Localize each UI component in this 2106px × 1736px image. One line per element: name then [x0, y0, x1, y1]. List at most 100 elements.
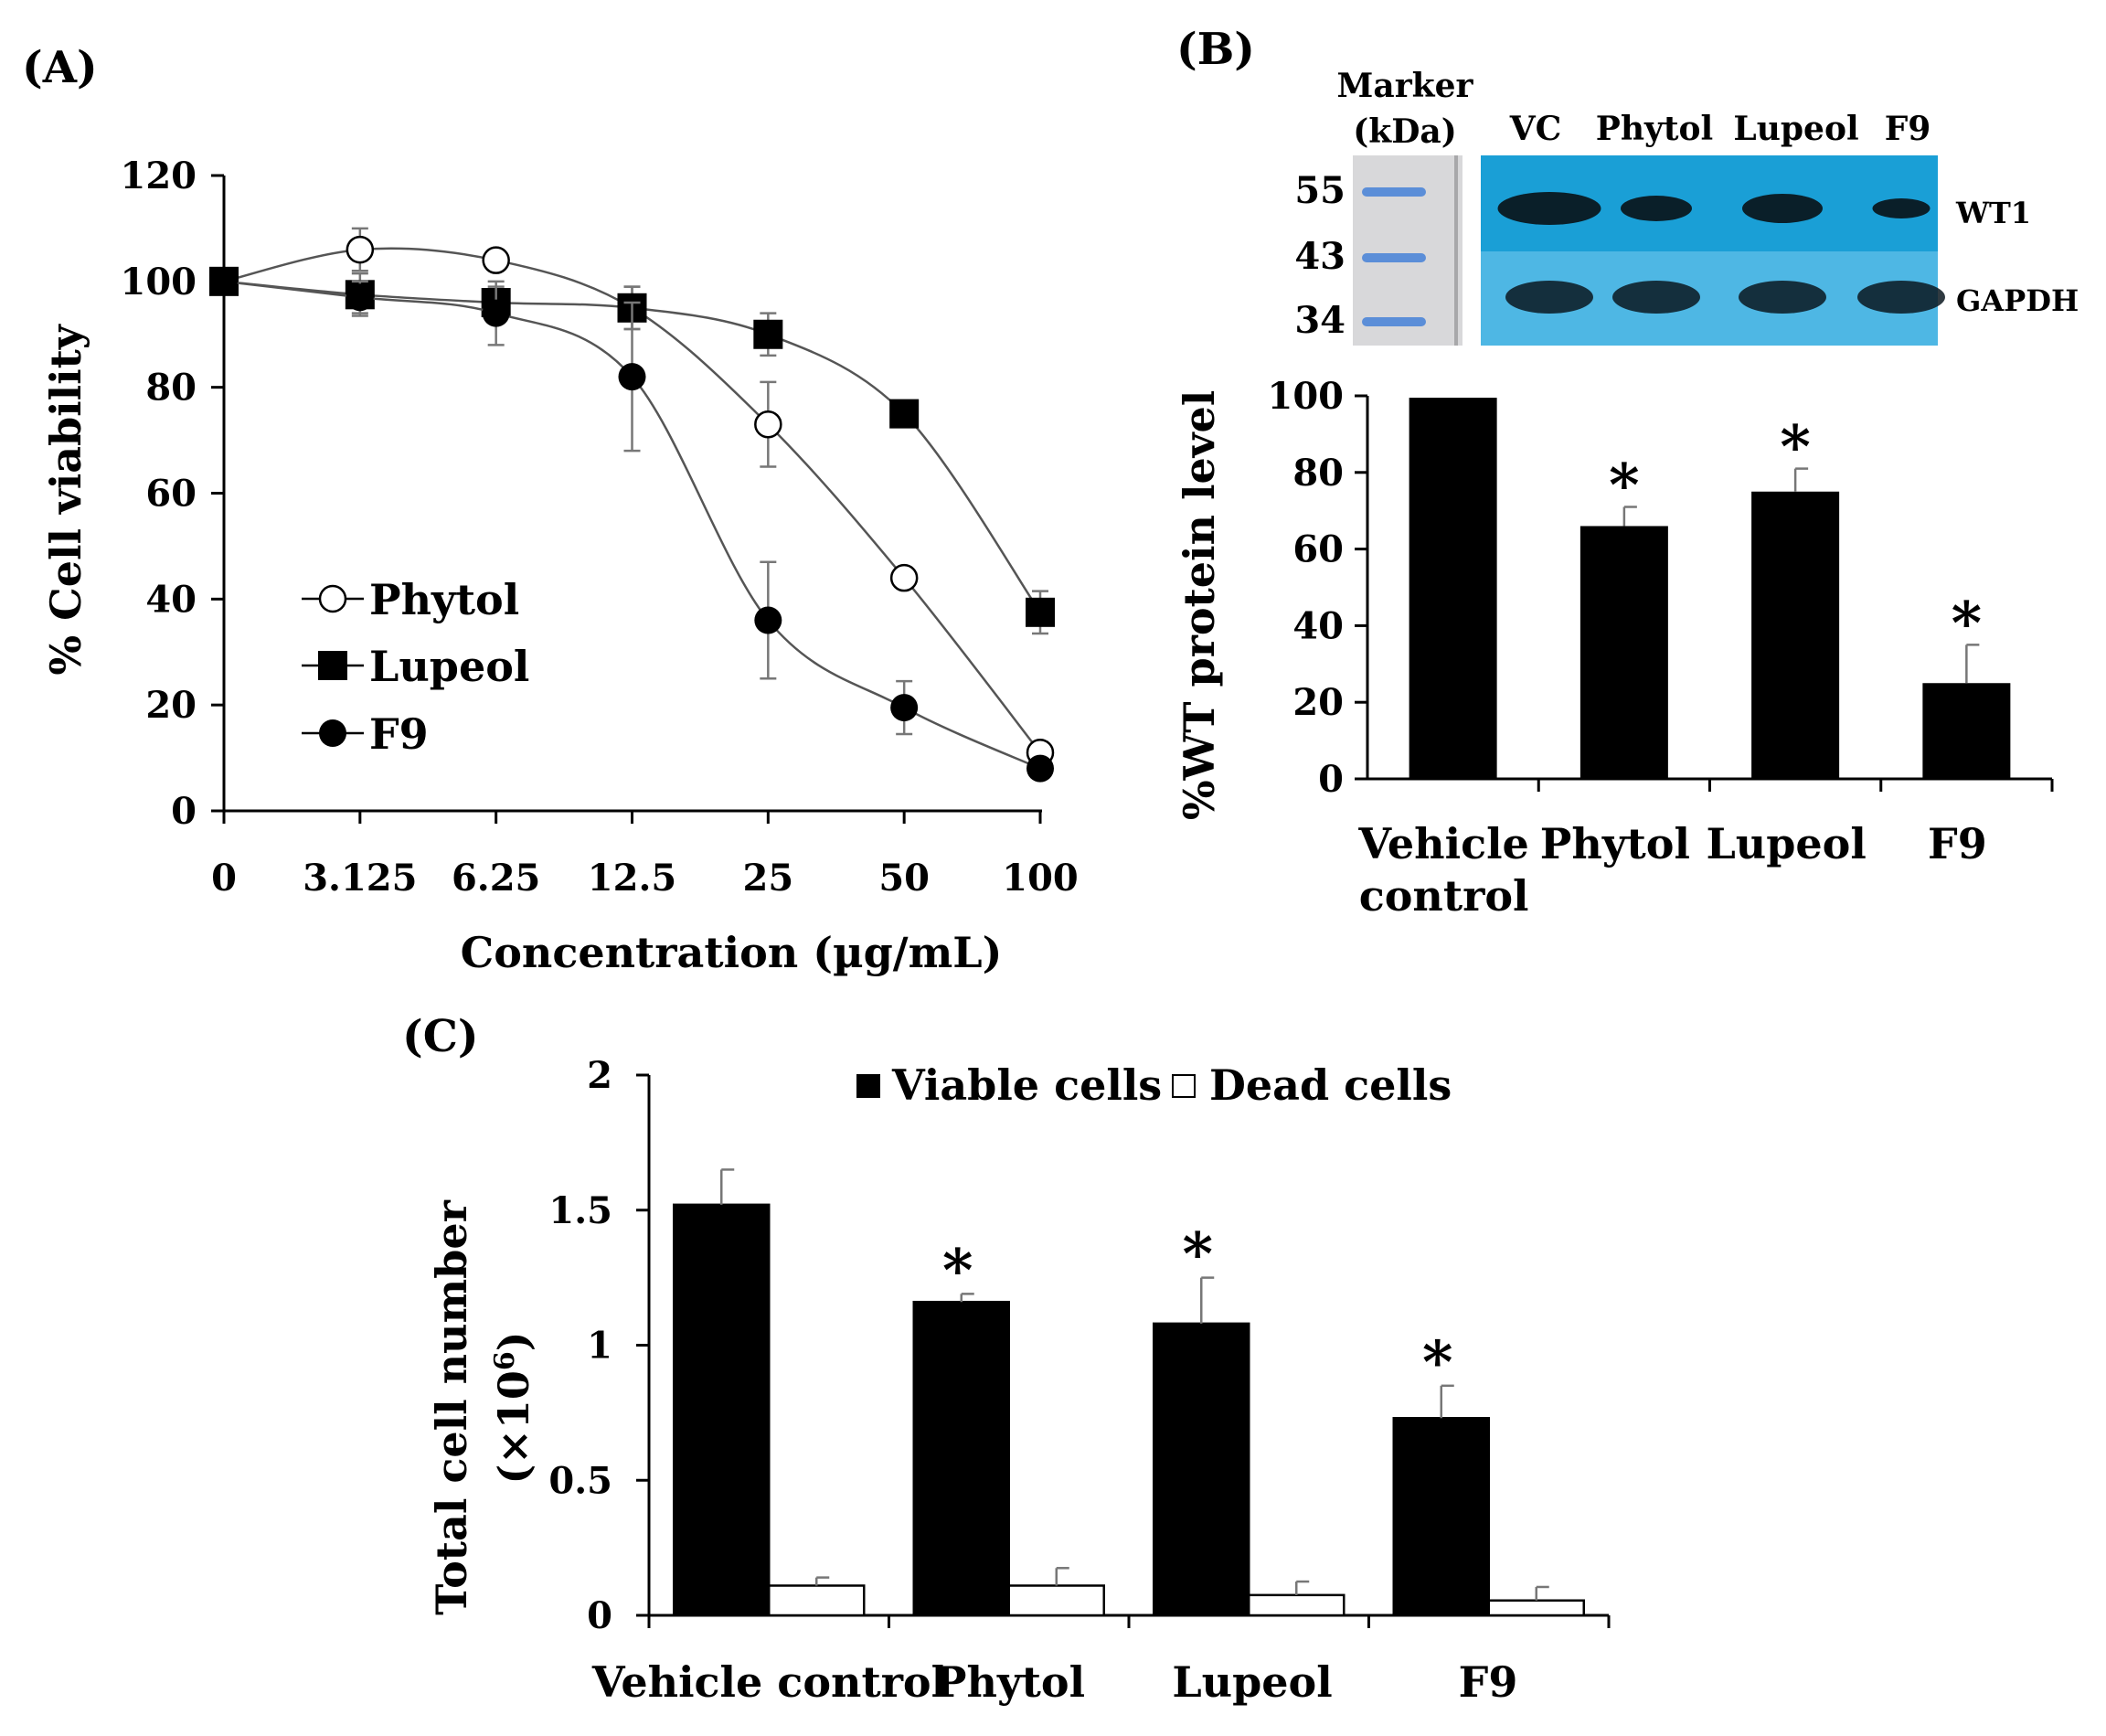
- data-point-phytol: [889, 563, 919, 592]
- bar-dead-cells: [768, 1584, 866, 1617]
- data-point-f9: [618, 363, 646, 391]
- data-point-f9: [346, 283, 374, 312]
- lane-label: Lupeol: [1733, 110, 1858, 148]
- significance-marker: *: [1422, 1328, 1452, 1397]
- panel-c-legend: Viable cells Dead cells: [856, 1060, 1452, 1110]
- gapdh-band: [1612, 281, 1700, 314]
- marker-band: [1362, 253, 1426, 262]
- panel-b-category-label: F9: [1928, 819, 1987, 868]
- legend-label: Lupeol: [369, 642, 529, 691]
- legend-label: Viable cells: [891, 1060, 1162, 1110]
- legend-label: Phytol: [369, 575, 519, 624]
- panel-b-y-tick-label: 40: [1292, 604, 1344, 647]
- significance-marker: *: [1183, 1220, 1213, 1289]
- legend-label: Dead cells: [1209, 1060, 1452, 1110]
- panel-b-y-tick-label: 20: [1292, 681, 1344, 724]
- bar-dead-cells: [1487, 1599, 1585, 1617]
- panel-b-category-label: Vehicle: [1357, 819, 1528, 868]
- panel-c-y-tick-label: 1: [587, 1325, 612, 1368]
- bar-viable-cells: [673, 1203, 771, 1617]
- gapdh-band: [1857, 281, 1945, 314]
- panel-a-x-tick-label: 6.25: [452, 857, 540, 900]
- panel-b-western-blot: Marker (kDa) 55 43 34 VC Phytol Lupeol F9 WT1…: [1294, 67, 2079, 346]
- wt1-band: [1742, 194, 1823, 223]
- bar-vehicle-control: [1409, 398, 1497, 779]
- wt1-band-label: WT1: [1955, 196, 2031, 230]
- panel-a-y-tick-label: 20: [145, 684, 197, 727]
- panel-c-y-tick-label: 0.5: [548, 1459, 612, 1502]
- panel-b-y-tick-label: 60: [1292, 528, 1344, 571]
- gapdh-band: [1505, 281, 1593, 314]
- panel-c-bars: * * *: [673, 1168, 1585, 1617]
- marker-bands: [1362, 155, 1458, 346]
- panel-b-category-label: Lupeol: [1706, 819, 1866, 868]
- data-point-f9: [754, 606, 782, 634]
- blot-marker-unit: (kDa): [1353, 112, 1457, 151]
- panel-a-y-tick-label: 100: [121, 261, 197, 304]
- gapdh-band: [1739, 281, 1826, 314]
- legend-marker-f9: [319, 719, 346, 747]
- panel-a-y-tick-label: 40: [145, 578, 197, 621]
- panel-c-y-axis-unit: (×106): [489, 1332, 538, 1485]
- lane-label: VC: [1509, 110, 1562, 148]
- marker-band: [1362, 187, 1426, 197]
- panel-b-category-label: control: [1359, 871, 1529, 921]
- bar-dead-cells: [1007, 1584, 1105, 1617]
- data-point-phytol: [482, 246, 510, 274]
- panel-a-series: [209, 227, 1055, 783]
- bar-f9: [1922, 683, 2011, 779]
- significance-marker: *: [942, 1236, 973, 1305]
- lane-label: Phytol: [1596, 110, 1713, 148]
- data-point-f9: [1026, 754, 1054, 783]
- marker-size-label: 55: [1294, 169, 1346, 212]
- panel-a-x-tick-label: 3.125: [303, 857, 417, 900]
- panel-b-label: (B): [1176, 24, 1255, 75]
- legend-swatch-dead: [1172, 1074, 1196, 1098]
- significance-marker: *: [1952, 589, 1982, 657]
- wt1-band: [1872, 198, 1930, 218]
- bar-viable-cells: [1392, 1417, 1490, 1617]
- panel-c-ticks: 0 0.5 1 1.5 2: [548, 1054, 1611, 1637]
- panel-c-y-tick-label: 2: [587, 1054, 612, 1097]
- data-point-f9: [890, 694, 919, 722]
- panel-a-y-tick-label: 0: [171, 790, 197, 833]
- panel-a-y-axis-title: % Cell viability: [41, 324, 90, 675]
- marker-size-label: 34: [1294, 299, 1346, 342]
- bar-dead-cells: [1248, 1593, 1346, 1617]
- panel-c-label: (C): [402, 1011, 479, 1062]
- panel-c-y-tick-label: 1.5: [548, 1189, 612, 1232]
- panel-c-category-label: Vehicle control: [591, 1657, 947, 1707]
- legend-marker-lupeol: [318, 651, 347, 680]
- data-point-lupeol: [1026, 597, 1055, 627]
- panel-b-y-tick-label: 0: [1318, 758, 1344, 801]
- panel-a-y-tick-label: 60: [145, 473, 197, 516]
- panel-c-category-label: F9: [1459, 1657, 1518, 1707]
- marker-size-label: 43: [1294, 235, 1346, 278]
- gapdh-band-label: GAPDH: [1956, 283, 2079, 318]
- panel-a-ticks: 0 20 40 60 80 100 120 0 3.125 6.25 12.5 25 50 100: [121, 154, 1079, 900]
- panel-c-y-axis-title: Total cell number: [427, 1199, 476, 1614]
- panel-c-y-tick-label: 0: [587, 1594, 612, 1637]
- blot-bands: [1497, 192, 1945, 314]
- panel-a-x-tick-label: 0: [211, 857, 237, 900]
- data-point-phytol: [754, 410, 782, 439]
- panel-c-category-label: Lupeol: [1172, 1657, 1332, 1707]
- panel-b-category-label: Phytol: [1540, 819, 1690, 868]
- panel-a-label: (A): [22, 42, 98, 93]
- legend-label: F9: [369, 709, 429, 759]
- panel-b-ticks: 0 20 40 60 80 100: [1268, 375, 2054, 801]
- data-point-f9: [482, 299, 510, 327]
- marker-ladder: [1353, 155, 1462, 346]
- marker-size-labels: 55 43 34: [1294, 169, 1346, 342]
- data-point-lupeol: [753, 319, 783, 349]
- lane-label: F9: [1885, 110, 1931, 148]
- panel-a-x-tick-label: 12.5: [588, 857, 676, 900]
- bar-lupeol: [1751, 491, 1840, 779]
- panel-a-y-tick-label: 120: [121, 154, 197, 197]
- wt1-band: [1621, 196, 1692, 221]
